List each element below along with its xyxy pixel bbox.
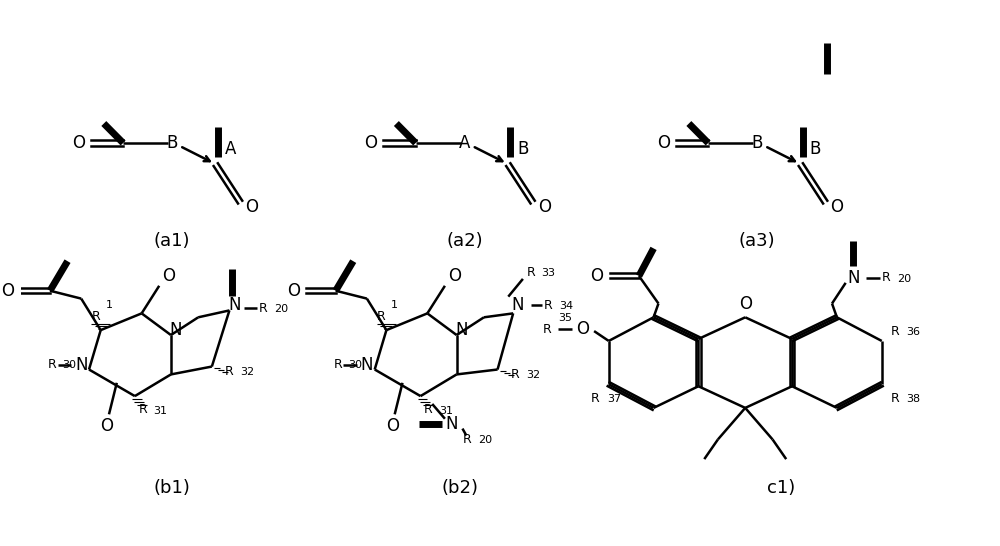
- Text: O: O: [162, 267, 175, 285]
- Text: R: R: [591, 391, 599, 405]
- Text: O: O: [101, 417, 114, 435]
- Text: O: O: [386, 417, 399, 435]
- Text: O: O: [657, 134, 670, 152]
- Text: O: O: [739, 294, 752, 312]
- Text: R: R: [882, 271, 891, 284]
- Text: O: O: [538, 198, 551, 216]
- Text: O: O: [2, 282, 15, 300]
- Text: O: O: [364, 134, 377, 152]
- Text: 34: 34: [559, 301, 573, 311]
- Text: B: B: [166, 134, 178, 152]
- Text: N: N: [455, 321, 468, 339]
- Text: N: N: [75, 355, 87, 373]
- Text: O: O: [448, 267, 461, 285]
- Text: R: R: [91, 310, 100, 323]
- Text: R: R: [259, 302, 268, 315]
- Text: R: R: [891, 391, 900, 405]
- Text: R: R: [526, 265, 535, 278]
- Text: N: N: [847, 269, 860, 287]
- Text: (b2): (b2): [441, 479, 478, 497]
- Text: N: N: [228, 296, 241, 314]
- Text: N: N: [445, 414, 458, 432]
- Text: 38: 38: [906, 394, 920, 404]
- Text: 31: 31: [439, 406, 453, 416]
- Text: 20: 20: [897, 274, 911, 284]
- Text: N: N: [512, 296, 524, 314]
- Text: 32: 32: [240, 367, 254, 377]
- Text: N: N: [170, 321, 182, 339]
- Text: R: R: [138, 403, 147, 417]
- Text: R: R: [891, 325, 900, 337]
- Text: R: R: [511, 368, 519, 381]
- Text: 32: 32: [526, 370, 540, 381]
- Text: O: O: [591, 267, 604, 285]
- Text: N: N: [361, 355, 373, 373]
- Text: 30: 30: [348, 360, 362, 371]
- Text: 35: 35: [558, 313, 572, 323]
- Text: O: O: [245, 198, 258, 216]
- Text: 30: 30: [63, 360, 77, 371]
- Text: 1: 1: [391, 300, 398, 311]
- Text: 37: 37: [607, 394, 621, 404]
- Text: R: R: [333, 358, 342, 371]
- Text: A: A: [459, 134, 470, 152]
- Text: 20: 20: [478, 435, 492, 446]
- Text: (a3): (a3): [739, 233, 775, 251]
- Text: O: O: [576, 320, 589, 338]
- Text: (a2): (a2): [446, 233, 483, 251]
- Text: 36: 36: [906, 327, 920, 337]
- Text: O: O: [72, 134, 85, 152]
- Text: R: R: [424, 403, 433, 417]
- Text: B: B: [751, 134, 763, 152]
- Text: B: B: [810, 140, 821, 158]
- Text: A: A: [225, 140, 236, 158]
- Text: R: R: [463, 433, 472, 446]
- Text: B: B: [517, 140, 529, 158]
- Text: O: O: [287, 282, 300, 300]
- Text: R: R: [225, 365, 234, 378]
- Text: 1: 1: [106, 300, 113, 311]
- Text: c1): c1): [767, 479, 795, 497]
- Text: R: R: [543, 323, 552, 336]
- Text: (a1): (a1): [154, 233, 190, 251]
- Text: R: R: [48, 358, 56, 371]
- Text: (b1): (b1): [153, 479, 190, 497]
- Text: R: R: [544, 299, 553, 312]
- Text: 33: 33: [541, 268, 555, 278]
- Text: 20: 20: [274, 304, 288, 314]
- Text: 31: 31: [153, 406, 167, 416]
- Text: R: R: [377, 310, 386, 323]
- Text: O: O: [830, 198, 843, 216]
